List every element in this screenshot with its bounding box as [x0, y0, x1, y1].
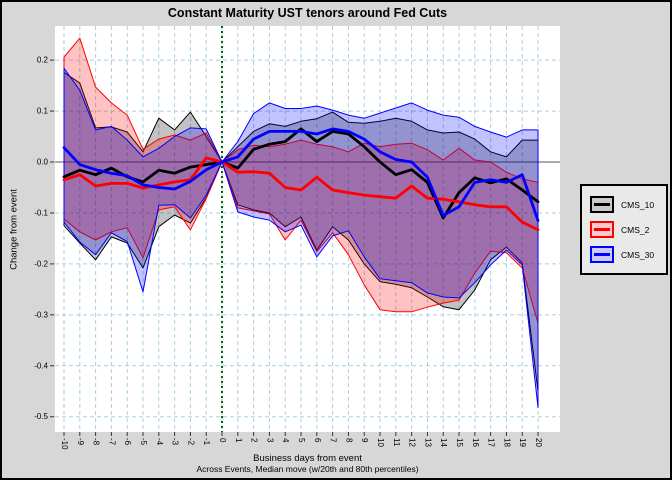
- svg-text:-7: -7: [107, 438, 116, 446]
- svg-text:-9: -9: [76, 438, 85, 446]
- svg-text:11: 11: [392, 438, 401, 447]
- svg-text:-8: -8: [92, 438, 101, 446]
- svg-text:0.1: 0.1: [37, 107, 49, 116]
- legend-swatch-cms-10: [590, 196, 614, 213]
- svg-text:-5: -5: [139, 438, 148, 446]
- svg-text:-10: -10: [60, 438, 69, 450]
- svg-text:0: 0: [218, 438, 227, 443]
- legend-label-cms-10: CMS_10: [621, 199, 655, 210]
- legend-entry-cms-30: CMS_30: [590, 242, 666, 267]
- svg-text:15: 15: [455, 438, 464, 447]
- svg-text:5: 5: [297, 438, 306, 443]
- svg-text:13: 13: [423, 438, 432, 447]
- svg-text:-0.1: -0.1: [34, 208, 48, 217]
- svg-text:6: 6: [313, 438, 322, 443]
- legend-entry-cms-10: CMS_10: [590, 192, 666, 217]
- svg-text:0.2: 0.2: [37, 56, 49, 65]
- svg-text:4: 4: [281, 438, 290, 443]
- svg-text:12: 12: [408, 438, 417, 447]
- svg-text:20: 20: [534, 438, 543, 447]
- svg-text:3: 3: [265, 438, 274, 443]
- legend-entry-cms-2: CMS_2: [590, 217, 666, 242]
- svg-text:7: 7: [329, 438, 338, 443]
- svg-text:-3: -3: [171, 438, 180, 446]
- svg-text:2: 2: [250, 438, 259, 443]
- svg-text:-0.5: -0.5: [34, 412, 48, 421]
- svg-text:9: 9: [360, 438, 369, 443]
- svg-text:0.0: 0.0: [37, 158, 49, 167]
- legend: CMS_10 CMS_2 CMS_30: [580, 184, 668, 275]
- svg-text:10: 10: [376, 438, 385, 447]
- svg-text:-0.4: -0.4: [34, 361, 48, 370]
- svg-text:18: 18: [502, 438, 511, 447]
- svg-text:8: 8: [344, 438, 353, 443]
- svg-text:16: 16: [471, 438, 480, 447]
- svg-text:-0.3: -0.3: [34, 310, 48, 319]
- legend-label-cms-2: CMS_2: [621, 224, 650, 235]
- svg-text:14: 14: [439, 438, 448, 447]
- x-axis-subtitle: Across Events, Median move (w/20th and 8…: [196, 464, 419, 474]
- legend-label-cms-30: CMS_30: [621, 249, 655, 260]
- legend-swatch-cms-30: [590, 246, 614, 263]
- x-axis-label: Business days from event: [253, 453, 362, 464]
- svg-text:1: 1: [234, 438, 243, 443]
- svg-text:-4: -4: [155, 438, 164, 446]
- legend-swatch-cms-2: [590, 221, 614, 238]
- svg-text:17: 17: [487, 438, 496, 447]
- svg-text:19: 19: [518, 438, 527, 447]
- svg-text:-6: -6: [123, 438, 132, 446]
- svg-text:-1: -1: [202, 438, 211, 446]
- chart-title: Constant Maturity UST tenors around Fed …: [167, 6, 448, 20]
- svg-text:-0.2: -0.2: [34, 259, 48, 268]
- y-axis-label: Change from event: [8, 189, 20, 270]
- svg-text:-2: -2: [186, 438, 195, 446]
